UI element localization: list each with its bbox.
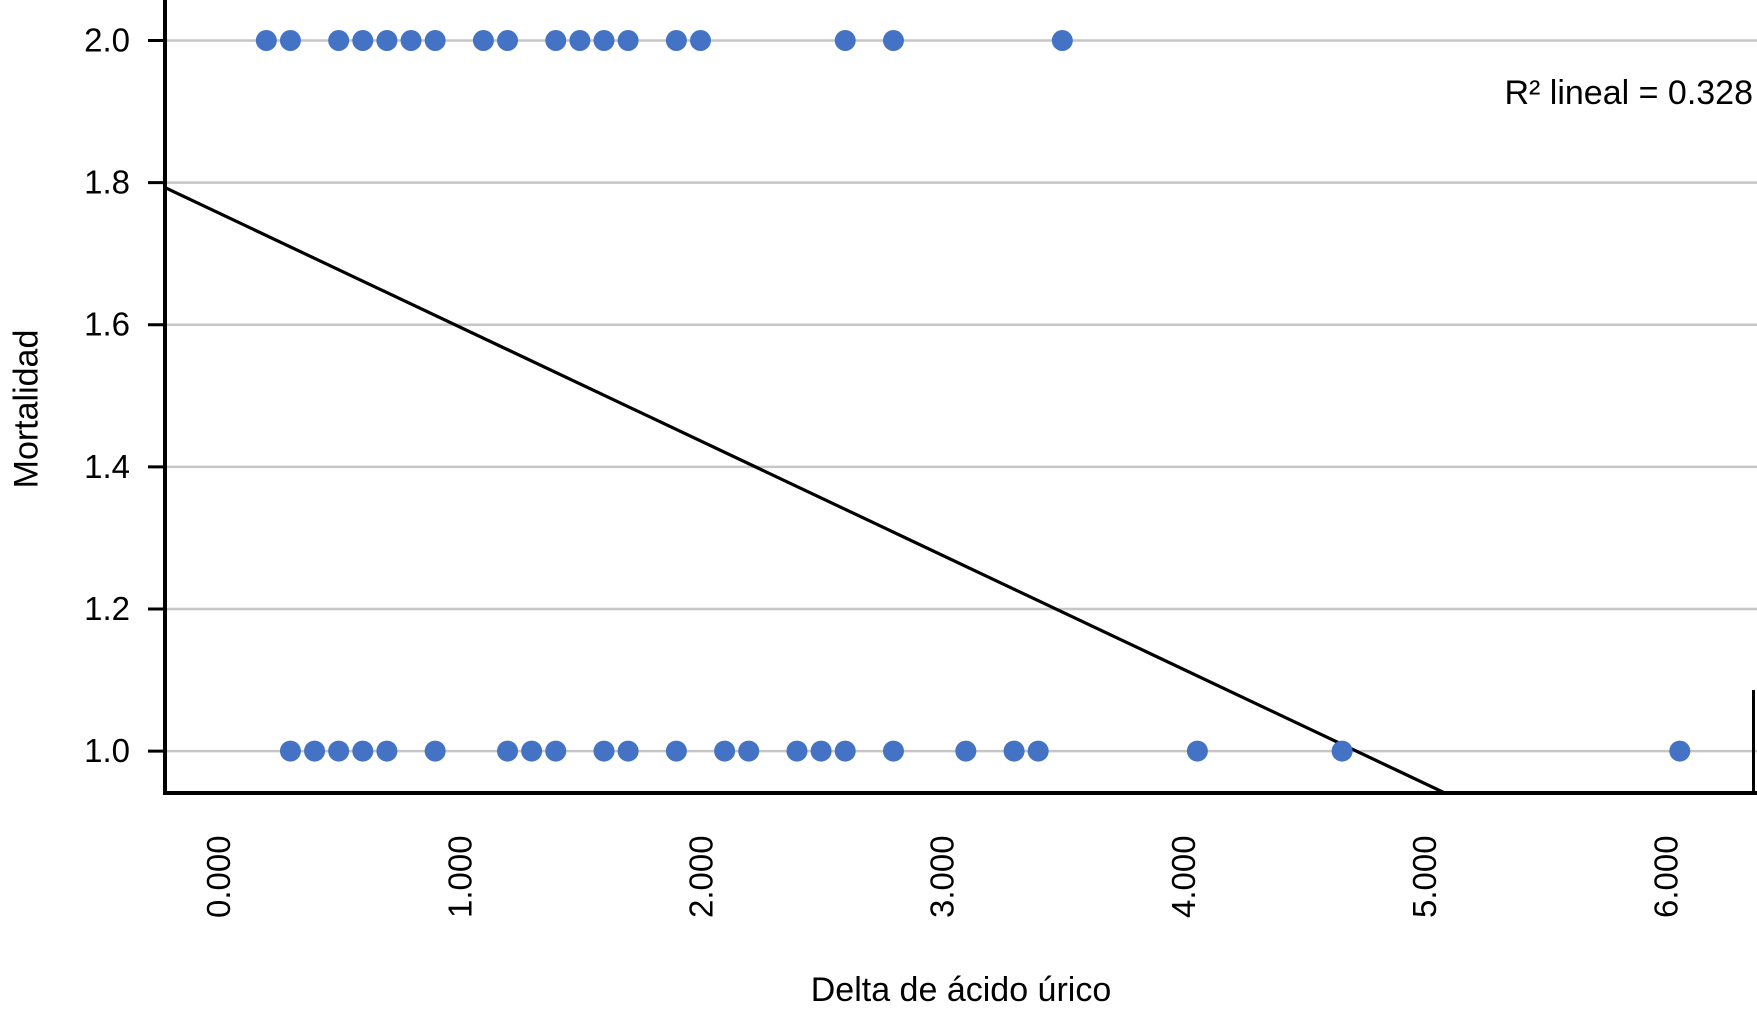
y-tick-label: 1.0 [84, 732, 130, 769]
y-tick-label: 1.6 [84, 306, 130, 343]
data-point [328, 740, 350, 762]
y-axis-title: Mortalidad [7, 329, 46, 489]
x-tick-label: 5.000 [1406, 835, 1443, 918]
data-point [738, 740, 760, 762]
trendline [164, 186, 1445, 794]
x-tick-label: 6.000 [1647, 835, 1684, 918]
x-tick-label: 2.000 [682, 835, 719, 918]
data-point [376, 740, 398, 762]
y-tick-label: 1.4 [84, 448, 130, 485]
data-point [352, 30, 374, 52]
data-point [472, 30, 494, 52]
x-tick-label: 3.000 [924, 835, 961, 918]
data-point [786, 740, 808, 762]
data-point [714, 740, 736, 762]
data-point [376, 30, 398, 52]
x-tick-label: 1.000 [441, 835, 478, 918]
data-point [882, 30, 904, 52]
data-point [665, 740, 687, 762]
data-point [1669, 740, 1691, 762]
data-point [328, 30, 350, 52]
data-point [497, 740, 519, 762]
data-point [400, 30, 422, 52]
data-point [424, 30, 446, 52]
y-tick-label: 1.8 [84, 164, 130, 201]
y-tick-label: 2.0 [84, 22, 130, 59]
data-point [279, 740, 301, 762]
data-point [882, 740, 904, 762]
data-point [1051, 30, 1073, 52]
data-point [834, 740, 856, 762]
data-point [424, 740, 446, 762]
x-tick-label: 0.000 [200, 835, 237, 918]
x-axis-title: Delta de ácido úrico [810, 971, 1112, 1009]
data-point [497, 30, 519, 52]
data-point [810, 740, 832, 762]
data-point [617, 30, 639, 52]
data-point [545, 30, 567, 52]
data-point [569, 30, 591, 52]
data-point [1027, 740, 1049, 762]
data-point [593, 740, 615, 762]
data-point [545, 740, 567, 762]
y-tick-label: 1.2 [84, 590, 130, 627]
data-point [255, 30, 277, 52]
data-point [352, 740, 374, 762]
data-point [665, 30, 687, 52]
data-point [279, 30, 301, 52]
data-point [834, 30, 856, 52]
data-point [617, 740, 639, 762]
data-point [1186, 740, 1208, 762]
data-point [1331, 740, 1353, 762]
data-point [304, 740, 326, 762]
data-point [955, 740, 977, 762]
x-tick-label: 4.000 [1165, 835, 1202, 918]
data-point [521, 740, 543, 762]
r-squared-annotation: R² lineal = 0.328 [1504, 74, 1753, 112]
data-point [689, 30, 711, 52]
data-point [593, 30, 615, 52]
data-point [1003, 740, 1025, 762]
